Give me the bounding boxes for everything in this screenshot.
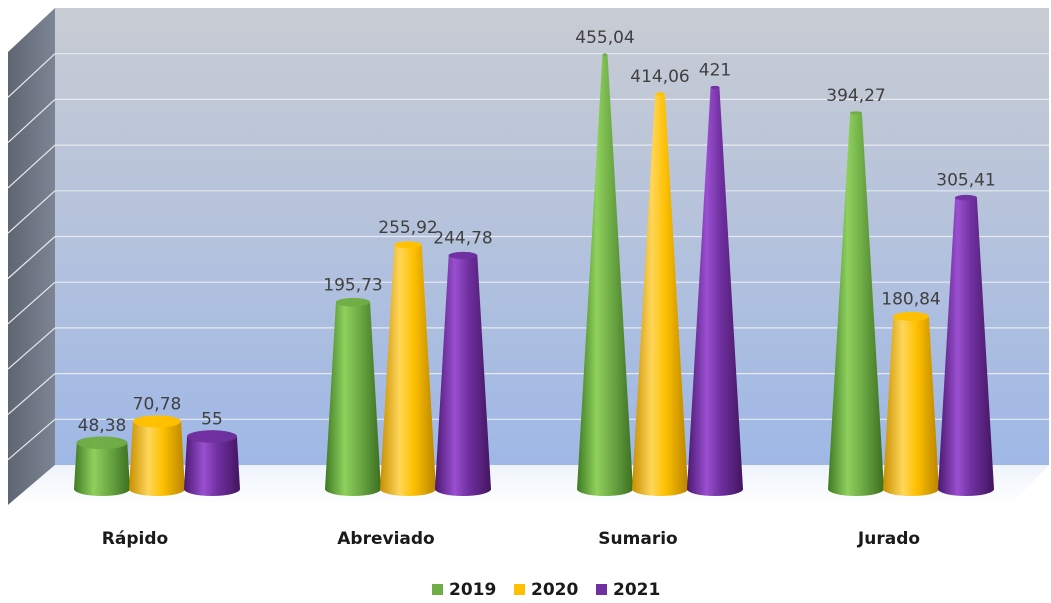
bar-jurado-2021 [938, 194, 994, 496]
legend-swatch [432, 584, 443, 595]
legend-item-2019: 2019 [432, 580, 496, 600]
cone-body [632, 92, 688, 497]
legend-item-2020: 2020 [514, 580, 578, 600]
category-label: Jurado [857, 529, 920, 549]
chart-floor [8, 465, 1049, 505]
gridline-side [7, 144, 56, 189]
data-label: 414,06 [630, 67, 689, 87]
gridline-side [7, 190, 56, 234]
data-label: 421 [699, 60, 731, 80]
gridline-side [7, 373, 56, 415]
legend-label: 2021 [613, 580, 660, 600]
cone-body [129, 415, 185, 496]
cone-top [955, 194, 977, 201]
legend-swatch [514, 584, 525, 595]
chart-side-wall [8, 8, 55, 505]
gridline-side [7, 281, 56, 325]
legend-swatch [596, 584, 607, 595]
bar-abreviado-2019 [325, 298, 381, 496]
cone-top [850, 111, 862, 115]
bar-sumario-2019 [577, 53, 633, 496]
data-label: 255,92 [378, 218, 437, 238]
bar-abreviado-2020 [380, 241, 436, 496]
legend-label: 2020 [531, 580, 578, 600]
cone-top [655, 92, 665, 96]
category-label: Abreviado [337, 529, 434, 549]
cone-top [76, 436, 128, 450]
bars [74, 53, 994, 497]
category-label: Rápido [102, 529, 168, 549]
cone-top [448, 251, 478, 260]
bar-rapido-2020 [129, 415, 185, 496]
bar-sumario-2021 [687, 85, 743, 496]
cone-body [380, 241, 436, 496]
gridline-side [7, 236, 56, 279]
category-labels: Rápido Abreviado Sumario Jurado [102, 529, 920, 549]
cone-body [883, 312, 939, 496]
bar-rapido-2021 [184, 430, 240, 496]
data-label: 195,73 [323, 275, 382, 295]
cone-top [187, 430, 237, 443]
cone-top [394, 241, 422, 249]
data-label: 70,78 [133, 394, 182, 414]
gridline-side [7, 418, 56, 461]
gridline-side [7, 327, 56, 370]
category-label: Sumario [598, 529, 677, 549]
gridlines [7, 53, 1049, 461]
cone-body [435, 251, 491, 496]
data-label: 180,84 [881, 289, 940, 309]
cone-top [893, 312, 929, 321]
cone-body [687, 85, 743, 496]
cone-top [132, 415, 182, 428]
cone-body [325, 298, 381, 496]
cone-top [602, 53, 608, 57]
data-label: 48,38 [78, 416, 127, 436]
cone-top [335, 298, 371, 307]
gridline-side [7, 53, 56, 98]
cone-body [74, 436, 130, 496]
legend-item-2021: 2021 [596, 580, 660, 600]
data-label: 455,04 [575, 28, 634, 48]
data-label: 305,41 [936, 171, 995, 191]
data-label: 244,78 [433, 228, 492, 248]
legend: 2019 2020 2021 [432, 580, 660, 600]
gridline-side [7, 98, 56, 144]
bar-jurado-2019 [828, 111, 884, 497]
data-label: 55 [201, 410, 223, 430]
cone-body [184, 430, 240, 496]
cone-body [938, 194, 994, 496]
legend-label: 2019 [449, 580, 496, 600]
bar-jurado-2020 [883, 312, 939, 496]
cone-top [710, 85, 720, 89]
bar-abreviado-2021 [435, 251, 491, 496]
data-label: 394,27 [826, 86, 885, 106]
cone-body [577, 53, 633, 496]
cone-body [828, 111, 884, 497]
bar-rapido-2019 [74, 436, 130, 496]
bar-sumario-2020 [632, 92, 688, 497]
